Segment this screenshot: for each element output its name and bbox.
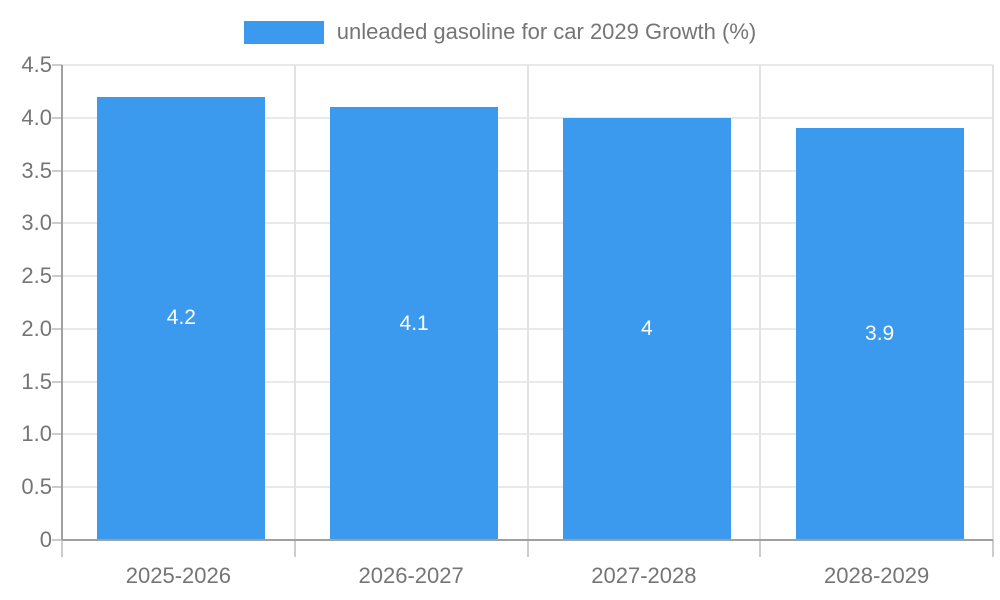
legend-label: unleaded gasoline for car 2029 Growth (%… <box>336 19 757 44</box>
y-axis-tick-mark <box>52 486 62 489</box>
y-axis-tick-mark <box>52 327 62 330</box>
y-axis-tick-label: 3.5 <box>21 157 52 183</box>
gridline-vertical <box>526 65 529 540</box>
y-axis-tick-mark <box>52 222 62 225</box>
x-axis-category-label: 2026-2027 <box>358 563 464 588</box>
bar[interactable] <box>562 117 731 540</box>
bar[interactable] <box>97 96 266 540</box>
y-axis-tick-label: 1.0 <box>21 421 52 447</box>
gridline-vertical <box>992 65 994 540</box>
y-axis-tick-label: 4.0 <box>21 104 52 130</box>
bar[interactable] <box>330 107 499 540</box>
x-axis-category-label: 2027-2028 <box>591 563 697 588</box>
y-axis-tick-label: 3.0 <box>21 210 52 236</box>
y-axis-line <box>61 65 63 540</box>
y-axis-tick-label: 2.0 <box>21 315 52 341</box>
x-axis-tick-mark <box>992 540 994 557</box>
y-axis-tick-mark <box>52 116 62 119</box>
bar-value-label: 4.2 <box>166 306 196 330</box>
gridline-vertical <box>293 65 296 540</box>
y-axis-tick-mark <box>52 433 62 436</box>
y-axis-tick-mark <box>52 64 62 66</box>
y-axis-tick-mark <box>52 169 62 172</box>
y-axis-tick-label: 1.5 <box>21 368 52 394</box>
x-axis-tick-mark <box>293 540 296 557</box>
x-axis-category-label: 2025-2026 <box>125 563 231 588</box>
x-axis-tick-mark <box>61 540 63 557</box>
y-axis-tick-mark <box>52 380 62 383</box>
x-axis-tick-mark <box>759 540 762 557</box>
y-axis-tick-label: 0 <box>39 527 52 552</box>
y-axis-tick-mark <box>52 539 62 541</box>
gridline-vertical <box>759 65 762 540</box>
bar[interactable] <box>795 128 964 540</box>
bar-value-label: 4.1 <box>399 311 429 335</box>
y-axis-tick-label: 4.5 <box>21 52 52 77</box>
x-axis-category-label: 2028-2029 <box>824 563 930 588</box>
y-axis-tick-mark <box>52 275 62 278</box>
x-axis-line <box>62 539 993 541</box>
bar-value-label: 4 <box>641 316 653 340</box>
y-axis-tick-label: 2.5 <box>21 263 52 289</box>
y-axis-tick-label: 0.5 <box>21 474 52 500</box>
x-axis-tick-mark <box>526 540 529 557</box>
bar-value-label: 3.9 <box>865 322 895 346</box>
legend-swatch <box>243 20 324 44</box>
chart-legend[interactable]: unleaded gasoline for car 2029 Growth (%… <box>0 19 1000 45</box>
plot-area: 4.2 4.1 4 3.9 <box>62 64 994 540</box>
